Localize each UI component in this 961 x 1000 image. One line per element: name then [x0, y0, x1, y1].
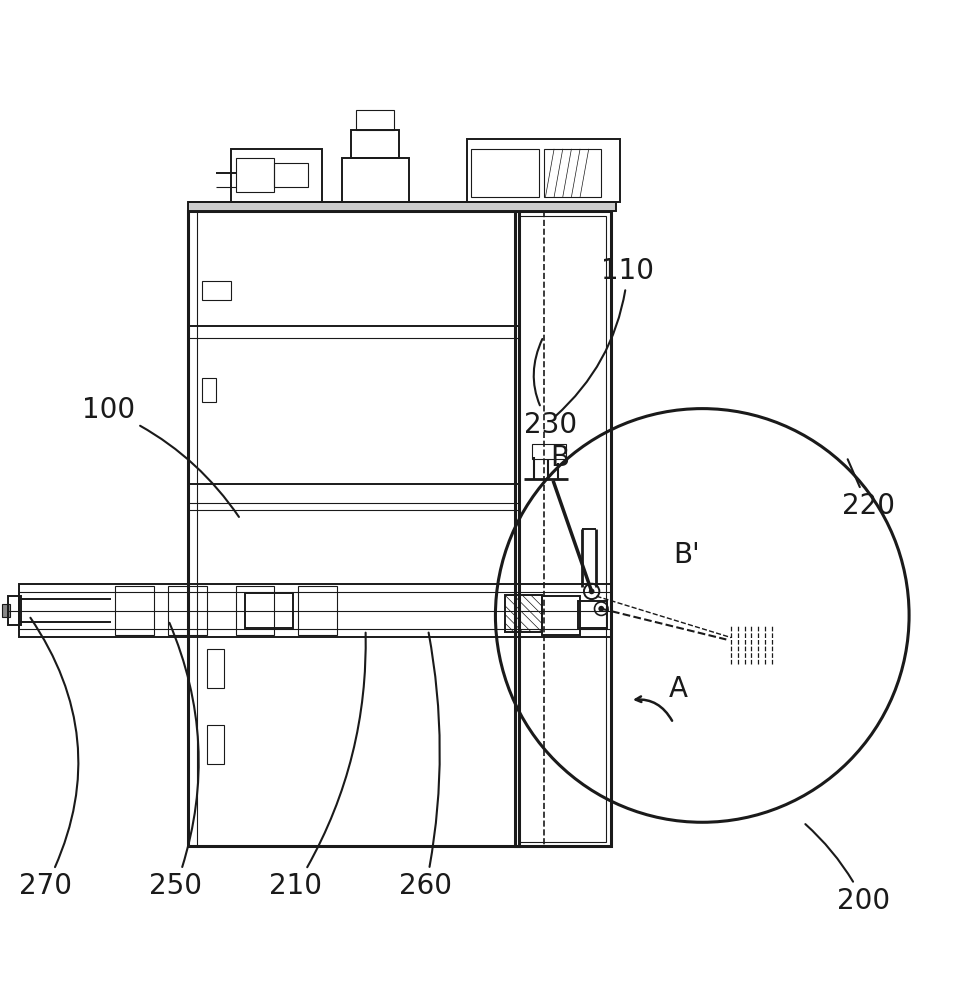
Bar: [187, 211, 519, 846]
Bar: [519, 216, 605, 842]
Text: 260: 260: [399, 633, 452, 900]
Text: 220: 220: [841, 459, 894, 520]
Bar: [8, 596, 21, 625]
Bar: [168, 586, 207, 635]
Bar: [235, 158, 274, 192]
Text: B': B': [673, 541, 700, 569]
Bar: [471, 149, 538, 197]
Text: A: A: [668, 675, 687, 703]
Bar: [351, 130, 399, 158]
Circle shape: [588, 589, 594, 594]
Bar: [115, 586, 154, 635]
Bar: [202, 378, 216, 402]
Bar: [235, 586, 274, 635]
Bar: [19, 584, 610, 637]
Bar: [505, 595, 541, 632]
Bar: [2, 604, 10, 617]
Bar: [245, 593, 293, 628]
Bar: [207, 649, 224, 688]
Text: 230: 230: [524, 339, 577, 439]
Text: 110: 110: [554, 257, 653, 416]
Text: B: B: [550, 444, 569, 472]
Bar: [187, 202, 615, 211]
Bar: [231, 149, 322, 202]
Text: 250: 250: [149, 623, 202, 900]
Text: 100: 100: [82, 396, 238, 517]
Text: 200: 200: [804, 824, 889, 915]
Text: 210: 210: [269, 633, 365, 900]
Bar: [543, 149, 601, 197]
Bar: [274, 163, 308, 187]
Bar: [341, 158, 408, 211]
Bar: [356, 110, 394, 130]
Bar: [531, 444, 565, 459]
Bar: [298, 586, 336, 635]
Bar: [207, 725, 224, 764]
Bar: [541, 596, 579, 635]
Text: 270: 270: [19, 618, 78, 900]
Bar: [466, 139, 620, 202]
Bar: [514, 211, 610, 846]
Bar: [202, 281, 231, 300]
Bar: [578, 601, 606, 628]
Circle shape: [598, 606, 604, 612]
